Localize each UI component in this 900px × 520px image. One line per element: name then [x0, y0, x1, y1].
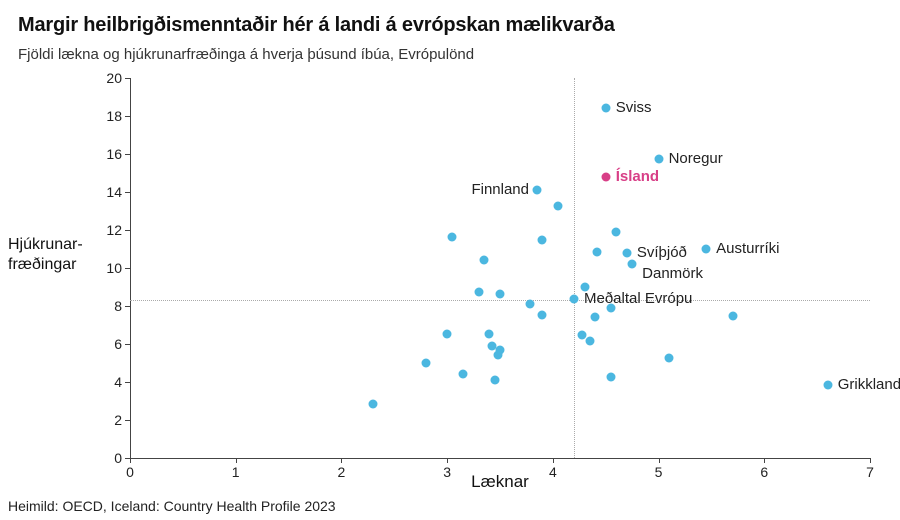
data-point-label: Svíþjóð: [637, 245, 687, 260]
data-point: [459, 370, 468, 379]
y-tick-label: 4: [92, 374, 122, 390]
data-point: [496, 289, 505, 298]
y-tick-label: 16: [92, 146, 122, 162]
x-axis: [130, 458, 870, 459]
data-point: [607, 373, 616, 382]
y-tick-mark: [125, 382, 130, 383]
y-tick-mark: [125, 268, 130, 269]
x-tick-label: 6: [749, 464, 779, 480]
y-axis: [130, 78, 131, 458]
data-point: [533, 186, 542, 195]
data-point: [369, 399, 378, 408]
data-point-label: Meðaltal Evrópu: [584, 291, 692, 306]
ref-line-vertical: [574, 78, 575, 458]
data-point: [601, 104, 610, 113]
data-point: [443, 329, 452, 338]
data-point: [593, 247, 602, 256]
x-tick-mark: [447, 458, 448, 463]
y-tick-label: 6: [92, 336, 122, 352]
x-tick-mark: [130, 458, 131, 463]
y-tick-label: 14: [92, 184, 122, 200]
y-tick-mark: [125, 306, 130, 307]
data-point: [570, 295, 579, 304]
y-tick-mark: [125, 78, 130, 79]
x-tick-label: 5: [644, 464, 674, 480]
y-tick-mark: [125, 230, 130, 231]
x-tick-label: 7: [855, 464, 885, 480]
data-point: [554, 202, 563, 211]
x-tick-mark: [764, 458, 765, 463]
data-point-label: Danmörk: [642, 266, 703, 281]
data-point-label: Sviss: [616, 100, 652, 115]
y-tick-label: 20: [92, 70, 122, 86]
chart-title: Margir heilbrigðismenntaðir hér á landi …: [18, 14, 615, 37]
data-point-label: Noregur: [669, 151, 723, 166]
y-tick-mark: [125, 154, 130, 155]
y-axis-label: Hjúkrunar-fræðingar: [8, 235, 98, 275]
chart-subtitle: Fjöldi lækna og hjúkrunarfræðinga á hver…: [18, 46, 474, 63]
data-point-label: Grikkland: [838, 377, 900, 392]
data-point: [612, 227, 621, 236]
data-point: [665, 354, 674, 363]
x-tick-mark: [341, 458, 342, 463]
data-point: [628, 260, 637, 269]
data-point: [702, 245, 711, 254]
x-tick-mark: [236, 458, 237, 463]
plot-area: 0246810121416182001234567FinnlandMeðalta…: [130, 78, 870, 458]
chart-container: Margir heilbrigðismenntaðir hér á landi …: [0, 0, 900, 520]
data-point-label: Ísland: [616, 169, 659, 184]
data-point: [474, 287, 483, 296]
y-tick-mark: [125, 116, 130, 117]
x-tick-mark: [553, 458, 554, 463]
y-tick-mark: [125, 344, 130, 345]
x-tick-label: 1: [221, 464, 251, 480]
x-tick-label: 2: [326, 464, 356, 480]
data-point: [728, 312, 737, 321]
ref-line-horizontal: [130, 300, 870, 301]
data-point: [607, 303, 616, 312]
data-point: [622, 248, 631, 257]
x-tick-mark: [870, 458, 871, 463]
data-point: [538, 235, 547, 244]
data-point: [490, 376, 499, 385]
data-point: [448, 232, 457, 241]
y-tick-label: 18: [92, 108, 122, 124]
data-point: [525, 300, 534, 309]
data-point: [823, 380, 832, 389]
data-point: [485, 329, 494, 338]
data-point: [585, 337, 594, 346]
x-tick-mark: [659, 458, 660, 463]
data-point-label: Austurríki: [716, 241, 779, 256]
data-point: [580, 283, 589, 292]
chart-source: Heimild: OECD, Iceland: Country Health P…: [8, 498, 336, 514]
data-point: [422, 359, 431, 368]
y-tick-mark: [125, 420, 130, 421]
y-tick-label: 2: [92, 412, 122, 428]
x-tick-label: 0: [115, 464, 145, 480]
y-tick-label: 10: [92, 260, 122, 276]
data-point-label: Finnland: [471, 182, 529, 197]
data-point: [538, 310, 547, 319]
y-tick-label: 12: [92, 222, 122, 238]
y-tick-label: 8: [92, 298, 122, 314]
x-tick-label: 4: [538, 464, 568, 480]
data-point: [654, 154, 663, 163]
data-point: [591, 313, 600, 322]
data-point: [496, 345, 505, 354]
data-point: [601, 172, 610, 181]
data-point: [480, 256, 489, 265]
x-tick-label: 3: [432, 464, 462, 480]
y-tick-mark: [125, 192, 130, 193]
